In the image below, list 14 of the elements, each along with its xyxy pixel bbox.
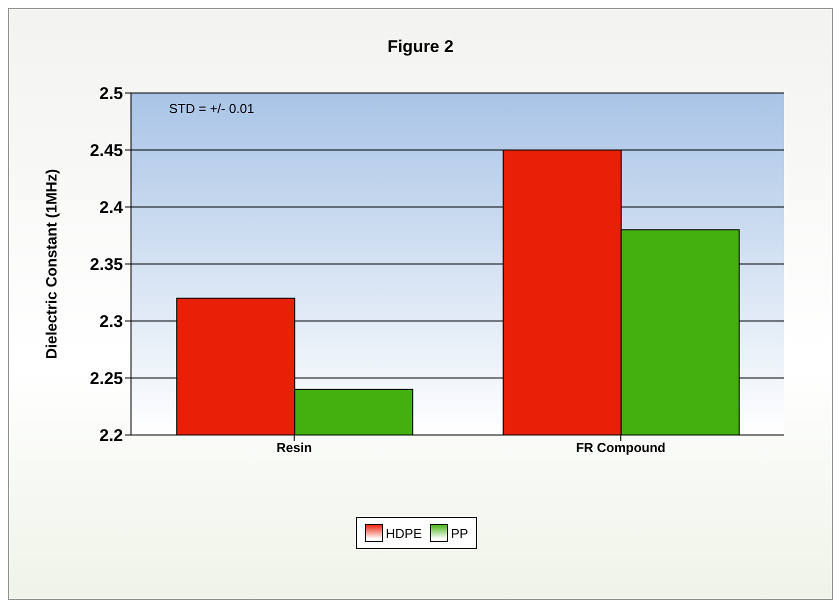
- chart-title: Figure 2: [386, 37, 455, 57]
- y-tick-label: 2.4: [99, 198, 124, 218]
- y-tick-label: 2.45: [90, 141, 123, 160]
- y-tick-label: 2.3: [99, 312, 123, 332]
- y-axis-title: Dielectric Constant (1MHz): [43, 168, 60, 360]
- annotation: STD = +/- 0.01: [169, 101, 254, 116]
- y-tick-label: 2.25: [90, 369, 123, 388]
- legend-label: HDPE: [384, 524, 422, 542]
- legend-label: PP: [450, 524, 468, 542]
- y-tick-label: 2.2: [99, 426, 123, 446]
- x-tick-label: Resin: [276, 440, 312, 456]
- x-tick-label: FR Compound: [576, 440, 666, 456]
- y-tick-label: 2.35: [90, 255, 123, 274]
- y-tick-label: 2.5: [99, 84, 123, 104]
